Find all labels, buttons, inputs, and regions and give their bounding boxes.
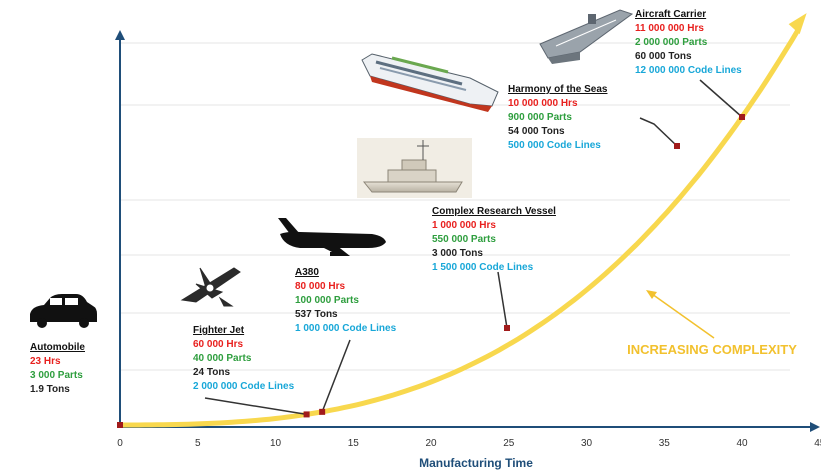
point-title: Harmony of the Seas <box>508 84 608 95</box>
point-parts: 2 000 000 Parts <box>635 37 708 48</box>
x-tick-label: 40 <box>736 438 748 449</box>
point-hrs: 1 000 000 Hrs <box>432 220 496 231</box>
fighter-jet-icon <box>180 267 241 307</box>
point-parts: 100 000 Parts <box>295 295 359 306</box>
x-tick-label: 15 <box>348 438 360 449</box>
leader-line <box>639 117 678 147</box>
point-hrs: 11 000 000 Hrs <box>635 23 704 34</box>
x-tick-label: 25 <box>503 438 515 449</box>
x-tick-label: 20 <box>425 438 437 449</box>
leader-lines <box>204 79 743 416</box>
airliner-icon <box>278 218 386 256</box>
point-parts: 3 000 Parts <box>30 370 83 381</box>
point-hrs: 80 000 Hrs <box>295 281 345 292</box>
growth-curve <box>117 27 801 428</box>
x-tick-label: 0 <box>117 438 123 449</box>
trend-pointer <box>651 293 715 339</box>
point-tons: 54 000 Tons <box>508 126 565 137</box>
leader-line <box>204 397 307 416</box>
x-axis-label: Manufacturing Time <box>419 456 533 470</box>
x-tick-label: 10 <box>270 438 282 449</box>
cruise-ship-icon <box>361 53 499 112</box>
x-tick-labels: 0 5 10 15 20 25 30 35 40 45 <box>117 438 821 449</box>
trend-pointer-head <box>646 290 657 299</box>
data-markers <box>117 114 745 428</box>
data-marker <box>303 411 310 418</box>
data-marker <box>117 422 123 428</box>
point-hrs: 60 000 Hrs <box>193 339 243 350</box>
point-title: Complex Research Vessel <box>432 206 556 217</box>
car-icon <box>30 294 97 328</box>
point-tons: 3 000 Tons <box>432 248 483 259</box>
point-tons: 24 Tons <box>193 367 230 378</box>
point-hrs: 10 000 000 Hrs <box>508 98 578 109</box>
data-marker <box>504 325 510 331</box>
point-code: 500 000 Code Lines <box>508 140 601 151</box>
x-tick-label: 45 <box>814 438 821 449</box>
x-tick-label: 30 <box>581 438 593 449</box>
data-marker <box>319 408 326 415</box>
point-parts: 40 000 Parts <box>193 353 252 364</box>
x-tick-label: 35 <box>659 438 671 449</box>
x-axis-arrowhead <box>810 422 820 432</box>
point-tons: 537 Tons <box>295 309 338 320</box>
trend-label: INCREASING COMPLEXITY <box>627 342 797 357</box>
data-marker <box>674 143 680 149</box>
point-code: 2 000 000 Code Lines <box>193 381 295 392</box>
growth-curve-arrowhead <box>788 13 807 35</box>
aircraft-carrier-icon <box>539 9 634 64</box>
point-title: Automobile <box>30 342 85 353</box>
leader-line <box>699 79 743 118</box>
data-marker <box>739 114 745 120</box>
x-tick-label: 5 <box>195 438 201 449</box>
info-blocks: Automobile 23 Hrs 3 000 Parts 1.9 Tons Fight… <box>30 9 742 395</box>
point-title: Fighter Jet <box>193 325 245 336</box>
leader-line <box>321 339 351 413</box>
point-tons: 1.9 Tons <box>30 384 70 395</box>
point-parts: 900 000 Parts <box>508 112 572 123</box>
point-title: Aircraft Carrier <box>635 9 706 20</box>
point-code: 1 000 000 Code Lines <box>295 323 397 334</box>
research-vessel-icon <box>357 138 472 198</box>
point-code: 12 000 000 Code Lines <box>635 65 742 76</box>
point-parts: 550 000 Parts <box>432 234 496 245</box>
point-code: 1 500 000 Code Lines <box>432 262 534 273</box>
point-hrs: 23 Hrs <box>30 356 61 367</box>
point-tons: 60 000 Tons <box>635 51 692 62</box>
y-axis-arrowhead <box>115 30 125 40</box>
leader-line <box>497 271 508 329</box>
point-title: A380 <box>295 267 319 278</box>
